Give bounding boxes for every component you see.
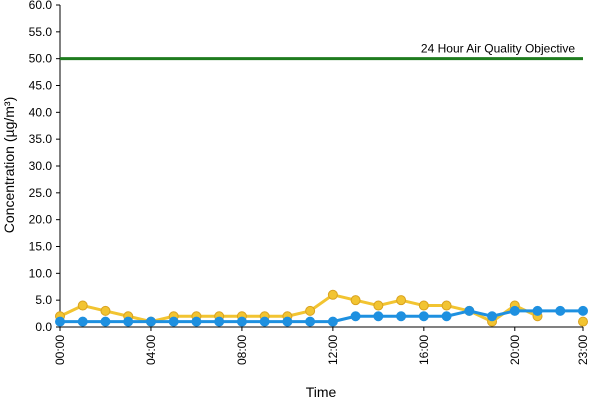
data-point (100, 316, 111, 327)
data-point (145, 316, 156, 327)
data-point (441, 300, 452, 311)
series-2 (55, 305, 588, 327)
data-point (464, 305, 475, 316)
y-tick-label: 30.0 (29, 159, 53, 173)
data-point (123, 316, 134, 327)
y-tick-label: 40.0 (29, 105, 53, 119)
series-line (60, 295, 583, 322)
y-tick-label: 45.0 (29, 79, 53, 93)
objective-label: 24 Hour Air Quality Objective (421, 42, 575, 56)
data-point (396, 311, 407, 322)
y-axis-title: Concentration (µg/m³) (1, 97, 17, 233)
x-tick-label: 04:00 (144, 335, 158, 365)
y-tick-label: 50.0 (29, 52, 53, 66)
x-axis-title: Time (306, 384, 337, 400)
data-point (77, 316, 88, 327)
y-tick-label: 25.0 (29, 186, 53, 200)
data-point (555, 305, 566, 316)
data-point (327, 316, 338, 327)
data-point (350, 311, 361, 322)
x-tick-label: 20:00 (508, 335, 522, 365)
data-point (191, 316, 202, 327)
data-point (214, 316, 225, 327)
data-point (532, 305, 543, 316)
data-point (100, 305, 111, 316)
x-tick-label: 12:00 (326, 335, 340, 365)
y-tick-label: 10.0 (29, 266, 53, 280)
y-tick-label: 0.0 (35, 320, 52, 334)
data-point (282, 316, 293, 327)
data-point (350, 295, 361, 306)
data-point (55, 316, 65, 327)
data-point (418, 300, 429, 311)
data-point (441, 311, 452, 322)
data-point (487, 311, 498, 322)
data-point (305, 316, 316, 327)
y-tick-label: 20.0 (29, 213, 53, 227)
data-point (168, 316, 179, 327)
y-tick-label: 55.0 (29, 25, 53, 39)
data-point (77, 300, 88, 311)
y-tick-label: 15.0 (29, 240, 53, 254)
y-tick-label: 35.0 (29, 132, 53, 146)
data-point (509, 305, 520, 316)
data-point (327, 289, 338, 300)
data-point (259, 316, 270, 327)
data-point (236, 316, 247, 327)
data-point (373, 300, 384, 311)
y-tick-label: 5.0 (35, 293, 52, 307)
x-tick-label: 16:00 (417, 335, 431, 365)
data-point (418, 311, 429, 322)
data-point (578, 305, 588, 316)
x-tick-label: 23:00 (576, 335, 590, 365)
data-point (373, 311, 384, 322)
data-point (396, 295, 407, 306)
x-tick-label: 08:00 (235, 335, 249, 365)
y-tick-label: 60.0 (29, 0, 53, 12)
data-point (578, 316, 588, 327)
x-tick-label: 00:00 (53, 335, 67, 365)
plot-area: 0.0 5.0 10.0 15.0 20.0 25.0 30.0 35.0 40.0 45.0 50… (29, 0, 590, 365)
data-point (305, 305, 316, 316)
